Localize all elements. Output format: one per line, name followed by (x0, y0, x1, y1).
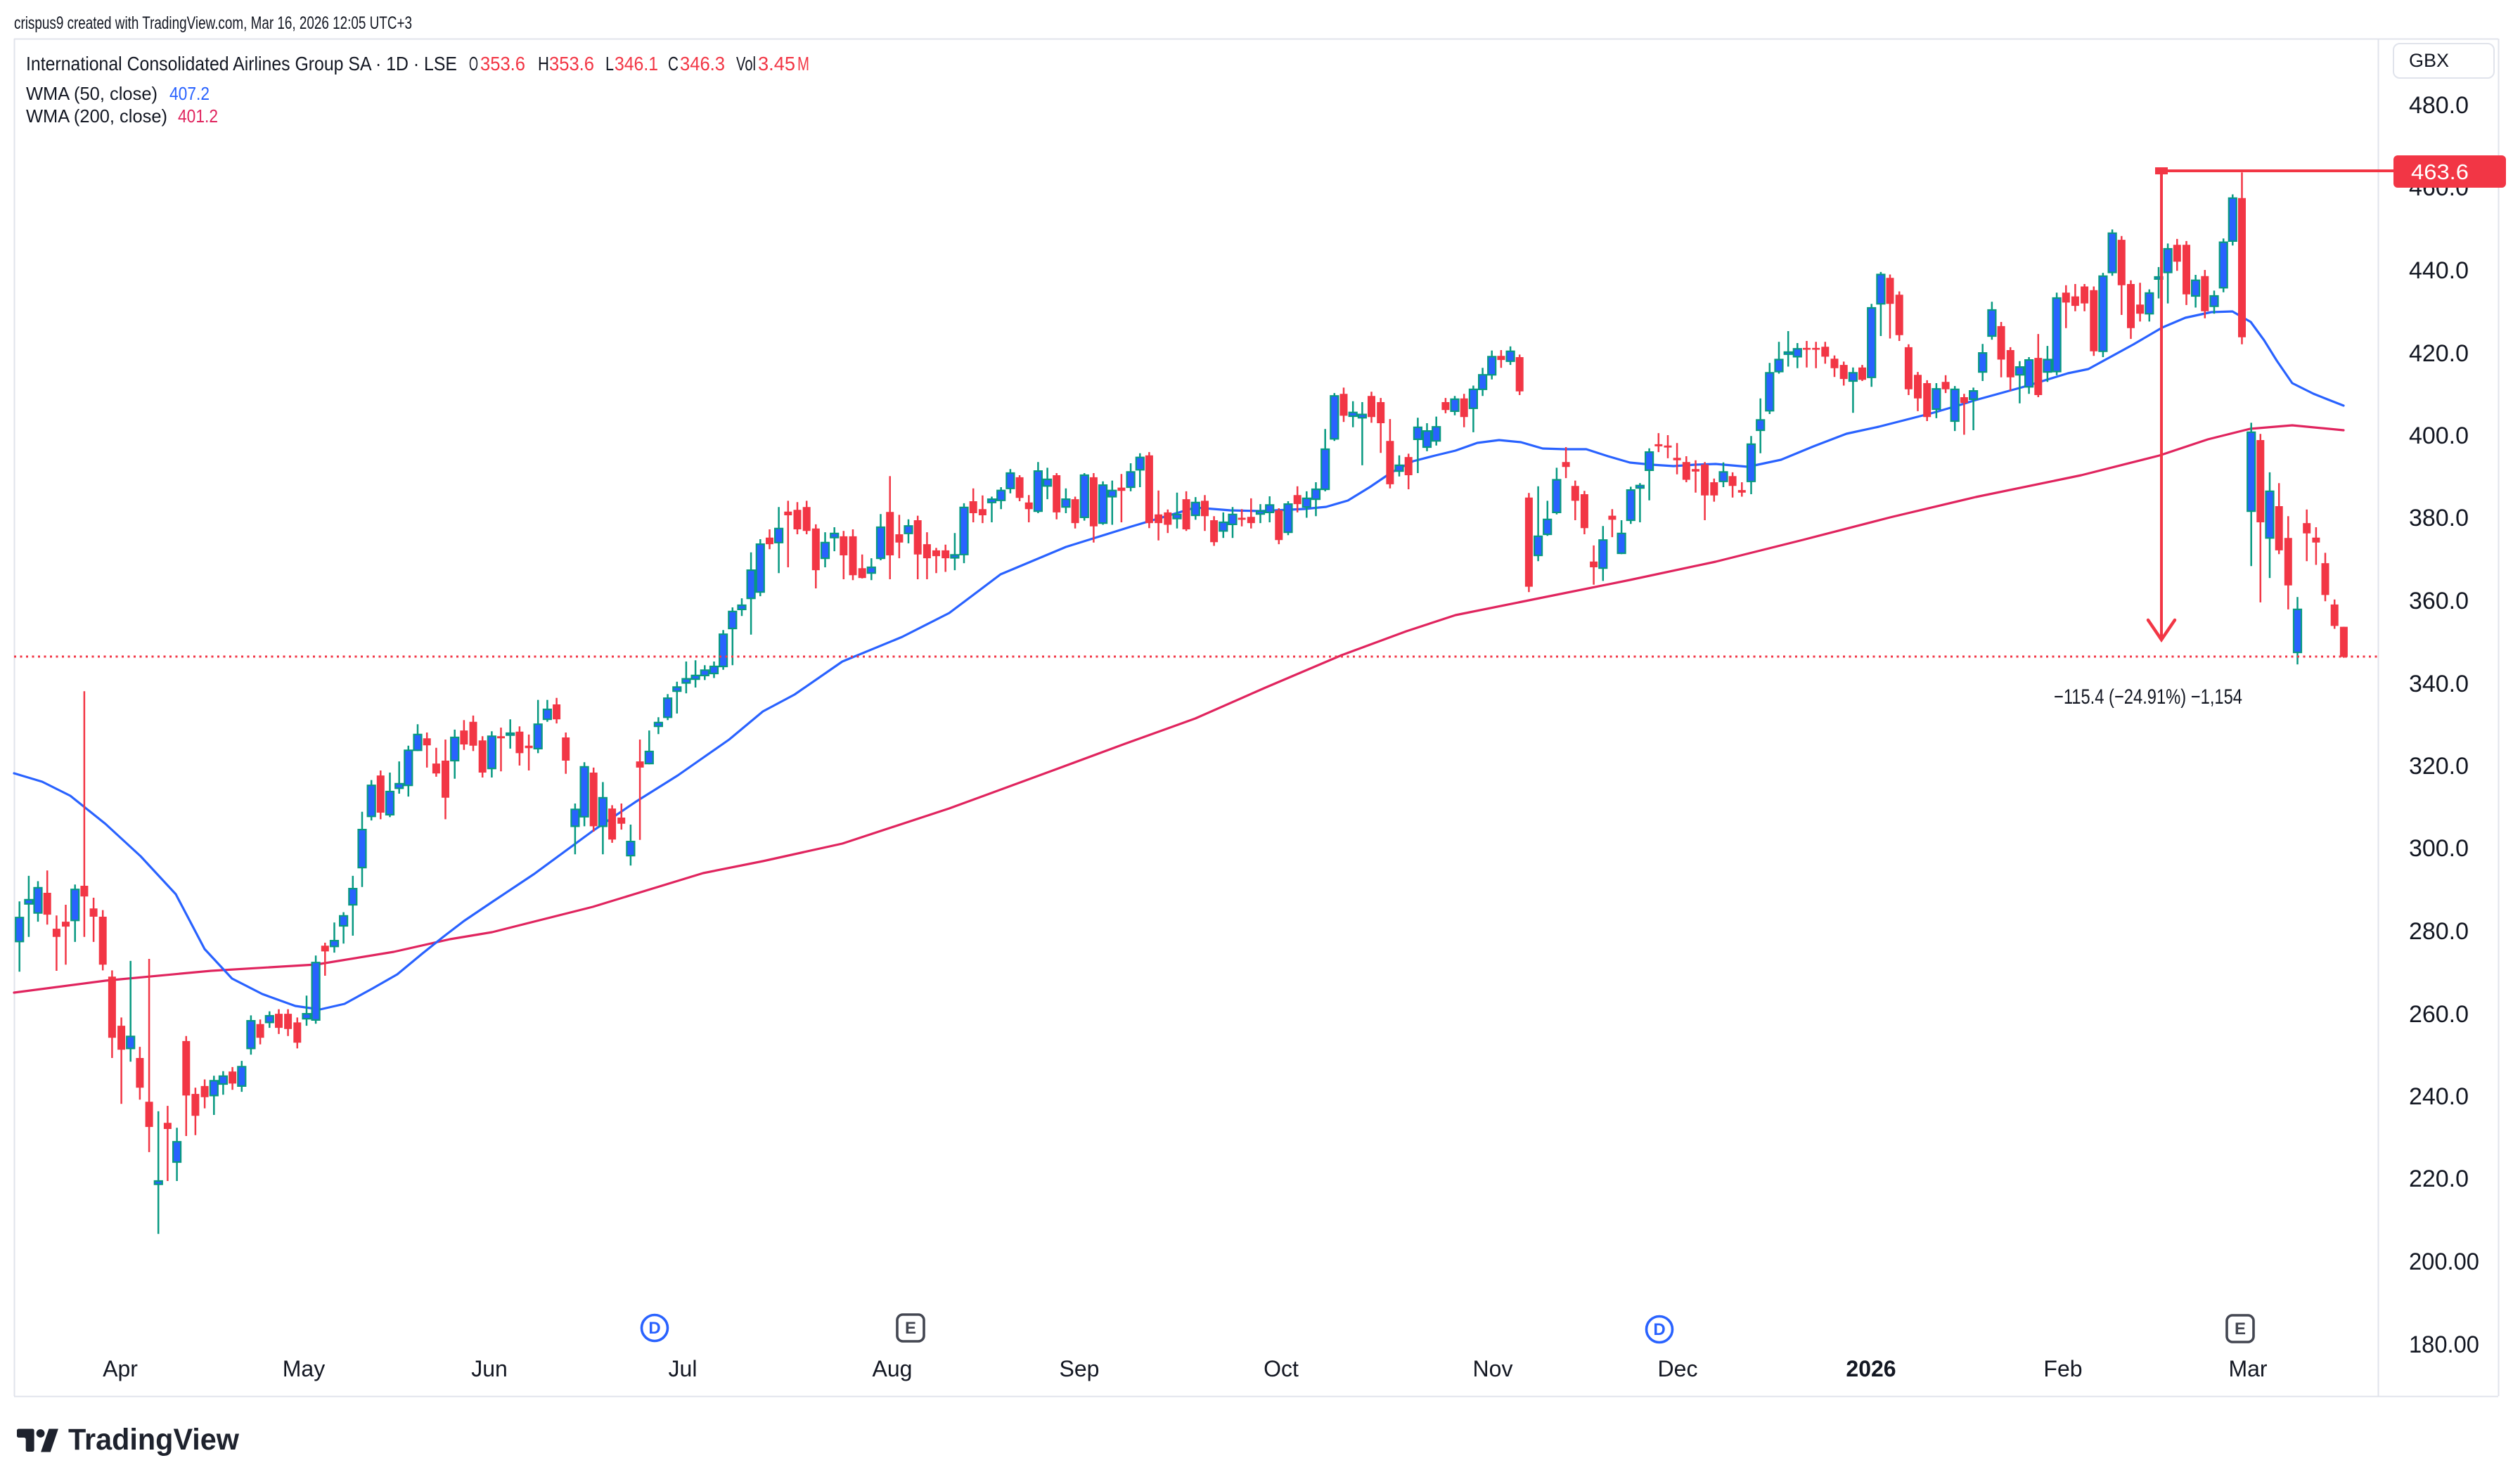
svg-text:Mar: Mar (2228, 1356, 2267, 1381)
svg-text:Sep: Sep (1060, 1356, 1100, 1381)
svg-text:crispus9 created with TradingV: crispus9 created with TradingView.com, M… (14, 13, 412, 33)
svg-text:240.0: 240.0 (2409, 1083, 2469, 1110)
svg-text:400.0: 400.0 (2409, 422, 2469, 449)
svg-text:300.0: 300.0 (2409, 835, 2469, 862)
svg-text:WMA (50, close): WMA (50, close) (26, 83, 158, 104)
svg-text:M: M (797, 53, 809, 75)
svg-text:Jul: Jul (669, 1356, 698, 1381)
svg-text:380.0: 380.0 (2409, 505, 2469, 531)
svg-text:340.0: 340.0 (2409, 671, 2469, 697)
svg-text:480.0: 480.0 (2409, 92, 2469, 119)
svg-text:Jun: Jun (471, 1356, 508, 1381)
svg-text:D: D (648, 1319, 660, 1338)
svg-text:353.6: 353.6 (549, 53, 594, 75)
svg-text:346.1: 346.1 (615, 53, 658, 75)
svg-text:280.0: 280.0 (2409, 918, 2469, 945)
svg-text:Dec: Dec (1658, 1356, 1698, 1381)
svg-text:L: L (605, 53, 614, 75)
svg-text:3.45: 3.45 (758, 53, 795, 75)
svg-text:407.2: 407.2 (169, 83, 210, 104)
svg-text:260.0: 260.0 (2409, 1001, 2469, 1028)
svg-text:220.0: 220.0 (2409, 1166, 2469, 1192)
svg-text:346.3: 346.3 (680, 53, 725, 75)
svg-text:Feb: Feb (2043, 1356, 2082, 1381)
svg-text:D: D (1653, 1320, 1665, 1339)
svg-text:International Consolidated Air: International Consolidated Airlines Grou… (26, 53, 457, 75)
svg-text:H: H (538, 53, 549, 75)
svg-text:200.00: 200.00 (2409, 1249, 2479, 1275)
svg-text:353.6: 353.6 (480, 53, 525, 75)
svg-text:Vol: Vol (736, 53, 756, 75)
svg-text:440.0: 440.0 (2409, 257, 2469, 284)
svg-text:GBX: GBX (2409, 50, 2449, 71)
svg-text:463.6: 463.6 (2411, 160, 2469, 184)
svg-text:180.00: 180.00 (2409, 1331, 2479, 1358)
svg-text:O: O (469, 53, 478, 75)
svg-text:−115.4 (−24.91%) −1,154: −115.4 (−24.91%) −1,154 (2054, 685, 2242, 709)
svg-text:Oct: Oct (1264, 1356, 1299, 1381)
svg-text:WMA (200, close): WMA (200, close) (26, 105, 167, 127)
svg-text:Aug: Aug (873, 1356, 913, 1381)
svg-text:2026: 2026 (1846, 1356, 1896, 1381)
svg-text:May: May (283, 1356, 325, 1381)
svg-text:401.2: 401.2 (178, 105, 218, 127)
svg-text:Apr: Apr (103, 1356, 138, 1381)
svg-text:320.0: 320.0 (2409, 753, 2469, 780)
svg-text:360.0: 360.0 (2409, 588, 2469, 614)
svg-text:Nov: Nov (1473, 1356, 1513, 1381)
svg-text:C: C (668, 53, 679, 75)
svg-text:E: E (2235, 1320, 2246, 1338)
svg-text:TradingView: TradingView (68, 1423, 240, 1457)
svg-text:420.0: 420.0 (2409, 340, 2469, 367)
svg-text:E: E (905, 1319, 916, 1338)
